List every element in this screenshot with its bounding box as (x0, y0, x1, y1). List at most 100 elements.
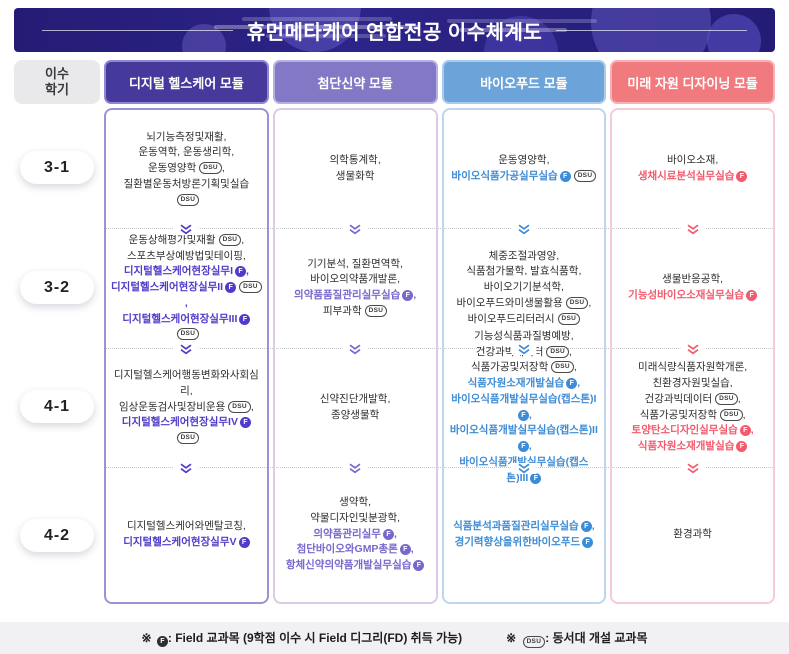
field-badge: F (559, 171, 571, 182)
course-line: 바이오소재, (667, 154, 719, 167)
dsu-badge: DSU (715, 392, 738, 405)
field-badge: F (736, 441, 748, 452)
course-cell: 생약학, 약물디자인및분광학, 의약품관리실무 F, 첨단바이오와GMP총론 F, 항체신약… (275, 467, 436, 602)
semester-label-3-2: 3-2 (20, 271, 94, 304)
course-cell: 의학통계학, 생물화학 (275, 110, 436, 235)
course-line: 식품가공및저장학 DSU, (470, 361, 577, 374)
banner-decoration-stripe (214, 25, 419, 29)
field-badge: F (582, 536, 594, 548)
course-cell: 디지털헬스케어와멘탈코칭, 디지털헬스케어현장실무V F (106, 467, 267, 602)
course-line: 바이오식품개발실무실습(캡스톤)IF, (451, 392, 597, 421)
course-line: 식품자원소재개발실습 F (638, 439, 748, 455)
semester-label-4-2: 4-2 (20, 519, 94, 552)
footnote-field-text: : Field 교과목 (9학점 이수 시 Field 디그리(FD) 취득 가… (167, 631, 463, 645)
course-line: 기기분석, 질환면역학, (307, 257, 403, 270)
course-line: 항체신약의약품개발실무실습 F (286, 558, 425, 574)
course-line: 바이오식품개발실무실습(캡스톤)IIF, (449, 424, 598, 452)
banner-decoration-circle (182, 24, 226, 52)
course-line: 피부과학 DSU (323, 304, 388, 320)
course-line: 식품가공및저장학 DSU, (639, 408, 746, 421)
course-line: 첨단바이오와GMP총론 F, (296, 543, 414, 556)
flow-arrow-icon (680, 224, 706, 235)
field-badge: F (517, 441, 529, 452)
course-line: 환경과학 (673, 527, 712, 540)
flow-arrow-icon (511, 224, 537, 235)
course-line: 토양탄소디자인실무실습 F, (631, 424, 754, 437)
course-line: 식품분석과품질관리실무실습 F, (453, 519, 595, 532)
field-badge: F (739, 425, 751, 437)
course-cell: 기능성식품과질병예방, 건강과빅데이터 DSU, 식품가공및저장학 DSU, 식품자원소재… (444, 330, 605, 484)
semester-header: 이수 학기 (14, 60, 100, 104)
field-badge: F (413, 560, 425, 572)
course-line: 기능성식품과질병예방, (474, 329, 574, 342)
course-line: 운동영양학 DSU, (147, 162, 225, 175)
dsu-badge: DSU (557, 312, 581, 325)
dsu-badge: DSU (546, 345, 570, 358)
course-line: 기능성바이오소재실무실습 F (628, 288, 758, 304)
course-line: 디지털헬스케어현장실무III FDSU (111, 312, 262, 344)
course-line: 바이오의약품개발론, (310, 273, 401, 286)
course-line: 식품첨가물학, 발효식품학, (466, 265, 582, 278)
course-line: 바이오식품가공실무실습 F DSU (451, 169, 597, 185)
field-badge: F (382, 528, 394, 540)
field-badge: F (235, 266, 246, 278)
course-line: 의약품품질관리실무실습 F, (294, 289, 417, 301)
field-badge: F (736, 171, 748, 182)
course-line: 의약품관리실무 F, (313, 527, 397, 540)
field-badge: F (156, 636, 168, 647)
course-line: 스포츠부상예방법및테이핑, (126, 249, 246, 262)
course-line: 운동역학, 운동생리학, (138, 146, 235, 159)
dsu-badge: DSU (573, 170, 597, 182)
field-badge: F (530, 472, 542, 484)
course-line: 임상운동검사및장비운용 DSU, (118, 400, 254, 413)
course-line: 미래식량식품자원학개론, (638, 361, 748, 374)
footnote-marker: ※ (141, 631, 152, 645)
semester-header-line1: 이수 (45, 65, 69, 81)
course-cell: 운동영양학, 바이오식품가공실무실습 F DSU (444, 110, 605, 235)
course-line: 질환별운동처방론기획및실습DSU (111, 177, 262, 209)
course-line: 생약학, (339, 496, 372, 509)
field-badge: F (517, 409, 529, 421)
flow-arrow-icon (511, 463, 537, 474)
banner-decoration-stripe (447, 19, 597, 23)
course-cell: 생물반응공학, 기능성바이오소재실무실습 F (612, 228, 773, 355)
flow-arrow-icon (342, 344, 368, 355)
field-badge: F (238, 536, 250, 548)
field-badge: F (225, 282, 237, 294)
flow-arrow-icon (173, 224, 199, 235)
module-header-3: 바이오푸드 모듈 (441, 60, 607, 104)
dsu-badge: DSU (176, 328, 200, 341)
course-line: 의학통계학, (329, 154, 381, 167)
module-column-3: 운동영양학, 바이오식품가공실무실습 F DSU 체중조절과영양, 식품첨가물학, 발효식… (441, 108, 607, 604)
field-badge: F (566, 378, 578, 389)
banner-decoration-stripe (266, 34, 386, 38)
banner-decoration-stripe (459, 28, 567, 32)
curriculum-grid: 3-1 3-2 4-1 4-2 뇌기능측정및재활, 운동역학, 운동생리학, 운동영양학 D… (14, 108, 775, 604)
title-rule-right (556, 29, 747, 31)
course-line: 뇌기능측정및재활, (146, 130, 227, 143)
page-title: 휴먼메타케어 연합전공 이수체계도 (246, 21, 543, 44)
course-line: 디지털헬스케어현장실무IV FDSU (111, 415, 262, 447)
course-line: 생물반응공학, (662, 273, 724, 286)
field-badge: F (399, 544, 411, 556)
footnote-marker: ※ (506, 630, 517, 645)
dsu-badge: DSU (199, 162, 222, 175)
course-line: 신약진단개발학, (319, 392, 391, 405)
flow-arrow-icon (342, 224, 368, 235)
dsu-badge: DSU (551, 361, 574, 374)
course-line: 약물디자인및분광학, (310, 511, 401, 524)
course-line: 건강과빅데이터 DSU, (644, 392, 741, 405)
flow-arrow-icon (680, 463, 706, 474)
field-badge: F (239, 417, 251, 429)
course-line: 체중조절과영양, (488, 249, 560, 262)
flow-arrow-icon (173, 344, 199, 355)
course-line: 운동상해평가및재활 DSU, (128, 233, 245, 246)
dsu-badge: DSU (364, 304, 388, 317)
title-banner: 휴먼메타케어 연합전공 이수체계도 (14, 8, 775, 52)
module-header-1: 디지털 헬스케어 모듈 (104, 60, 269, 104)
course-line: 운동영양학, (498, 154, 550, 167)
course-cell: 환경과학 (612, 467, 773, 602)
semester-label-3-1: 3-1 (20, 151, 94, 184)
